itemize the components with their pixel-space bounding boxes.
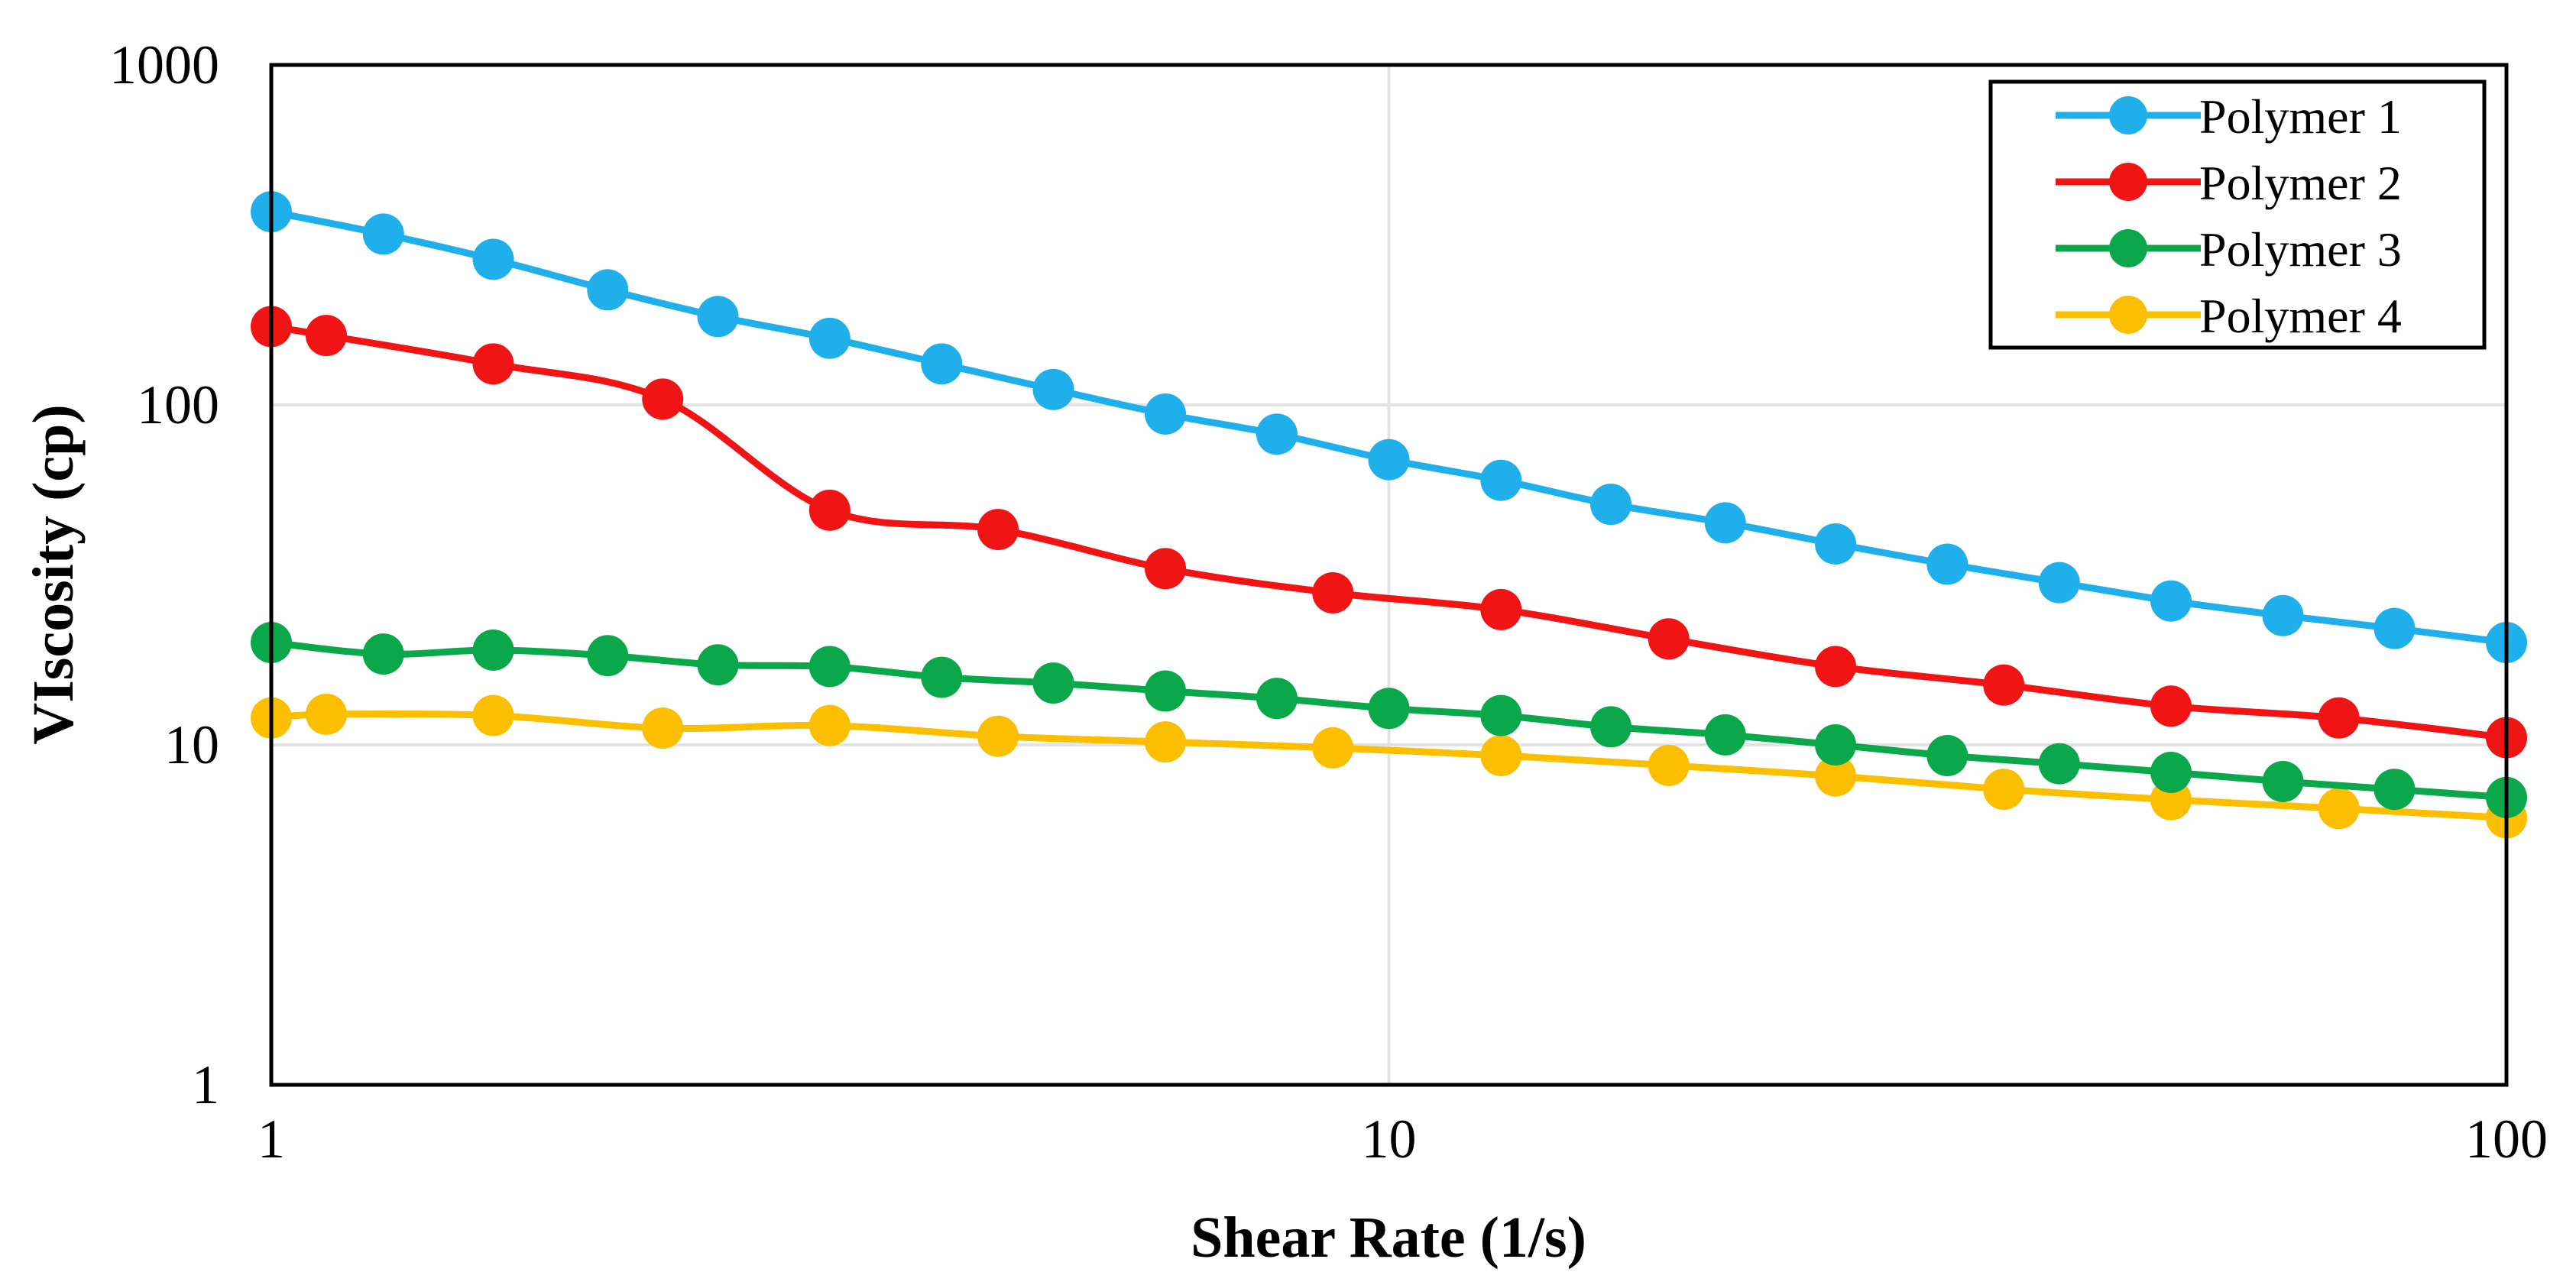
data-point — [305, 315, 347, 357]
legend-marker — [2109, 229, 2147, 267]
y-tick-label: 1 — [192, 1054, 219, 1115]
x-tick-label: 100 — [2465, 1109, 2548, 1170]
data-point — [1256, 413, 1298, 455]
data-point — [977, 509, 1019, 551]
data-point — [1480, 588, 1522, 630]
data-point — [697, 644, 739, 686]
series-3 — [251, 622, 2527, 818]
data-point — [1145, 548, 1187, 590]
x-tick-label: 10 — [1362, 1109, 1417, 1170]
series-1 — [251, 191, 2527, 664]
data-point — [1256, 678, 1298, 720]
data-point — [1480, 459, 1522, 501]
data-point — [1815, 724, 1857, 765]
data-point — [2373, 769, 2416, 811]
legend-label: Polymer 3 — [2199, 222, 2402, 277]
data-point — [2038, 562, 2080, 604]
data-point — [1480, 694, 1522, 736]
data-point — [921, 656, 963, 698]
legend-marker — [2109, 296, 2147, 334]
data-point — [1704, 714, 1746, 756]
data-point — [1145, 393, 1187, 435]
data-point — [808, 646, 851, 688]
series-layer — [251, 191, 2527, 839]
data-point — [472, 343, 514, 385]
plot-area-frame — [269, 63, 2509, 1087]
data-point — [362, 633, 404, 675]
data-point — [1815, 646, 1857, 688]
data-point — [642, 378, 684, 420]
x-axis-tick-labels: 1 10 100 — [258, 1109, 2548, 1170]
data-point — [1926, 735, 1968, 777]
data-point — [1648, 744, 1690, 786]
data-point — [2262, 761, 2304, 803]
data-point — [587, 635, 629, 677]
data-point — [1312, 727, 1354, 769]
data-point — [2150, 685, 2192, 727]
legend-item: Polymer 1 — [2056, 89, 2402, 144]
data-point — [977, 715, 1019, 757]
data-point — [1368, 688, 1410, 730]
legend-label: Polymer 4 — [2199, 289, 2402, 343]
y-tick-label: 10 — [164, 714, 219, 775]
series-2 — [251, 306, 2527, 759]
legend: Polymer 1 Polymer 2 Polymer 3 Polymer 4 — [1988, 79, 2487, 350]
x-axis-title: Shear Rate (1/s) — [1191, 1206, 1586, 1270]
data-point — [2318, 788, 2360, 830]
data-point — [808, 489, 851, 531]
data-point — [587, 269, 629, 311]
data-point — [1590, 484, 1632, 526]
legend-item: Polymer 4 — [2056, 289, 2402, 343]
legend-label: Polymer 1 — [2199, 89, 2402, 144]
data-point — [2318, 697, 2360, 739]
legend-marker — [2109, 163, 2147, 201]
data-point — [362, 213, 404, 255]
data-point — [921, 343, 963, 385]
data-point — [1648, 618, 1690, 660]
data-point — [472, 238, 514, 280]
data-point — [472, 629, 514, 671]
data-point — [1032, 662, 1074, 704]
series-line — [267, 710, 2510, 821]
y-tick-label: 100 — [137, 374, 219, 435]
data-point — [1815, 523, 1857, 565]
data-point — [697, 296, 739, 338]
data-point — [2038, 743, 2080, 785]
data-point — [1032, 368, 1074, 410]
data-point — [808, 317, 851, 359]
data-point — [1704, 502, 1746, 544]
data-point — [1815, 755, 1857, 797]
data-point — [1312, 572, 1354, 614]
y-tick-label: 1000 — [109, 34, 219, 95]
data-point — [2150, 580, 2192, 622]
data-point — [1983, 769, 2025, 811]
series-4 — [251, 693, 2527, 839]
data-point — [1983, 664, 2025, 706]
data-point — [2373, 607, 2416, 649]
data-point — [642, 707, 684, 749]
data-point — [472, 694, 514, 736]
data-point — [1926, 543, 1968, 585]
data-point — [305, 693, 347, 735]
data-point — [1590, 706, 1632, 748]
legend-items: Polymer 1 Polymer 2 Polymer 3 Polymer 4 — [2056, 89, 2402, 343]
data-point — [1480, 735, 1522, 777]
legend-item: Polymer 3 — [2056, 222, 2402, 277]
legend-item: Polymer 2 — [2056, 156, 2402, 210]
y-axis-tick-labels: 1 10 100 1000 — [109, 34, 219, 1115]
legend-marker — [2109, 96, 2147, 134]
data-point — [2262, 594, 2304, 636]
data-point — [1368, 439, 1410, 481]
data-point — [1145, 670, 1187, 712]
data-point — [808, 704, 851, 746]
legend-frame — [1988, 79, 2487, 350]
x-tick-label: 1 — [258, 1109, 285, 1170]
data-point — [1145, 721, 1187, 763]
y-axis-title: VIscosity (cp) — [21, 404, 86, 744]
data-point — [2150, 752, 2192, 794]
legend-label: Polymer 2 — [2199, 156, 2402, 210]
